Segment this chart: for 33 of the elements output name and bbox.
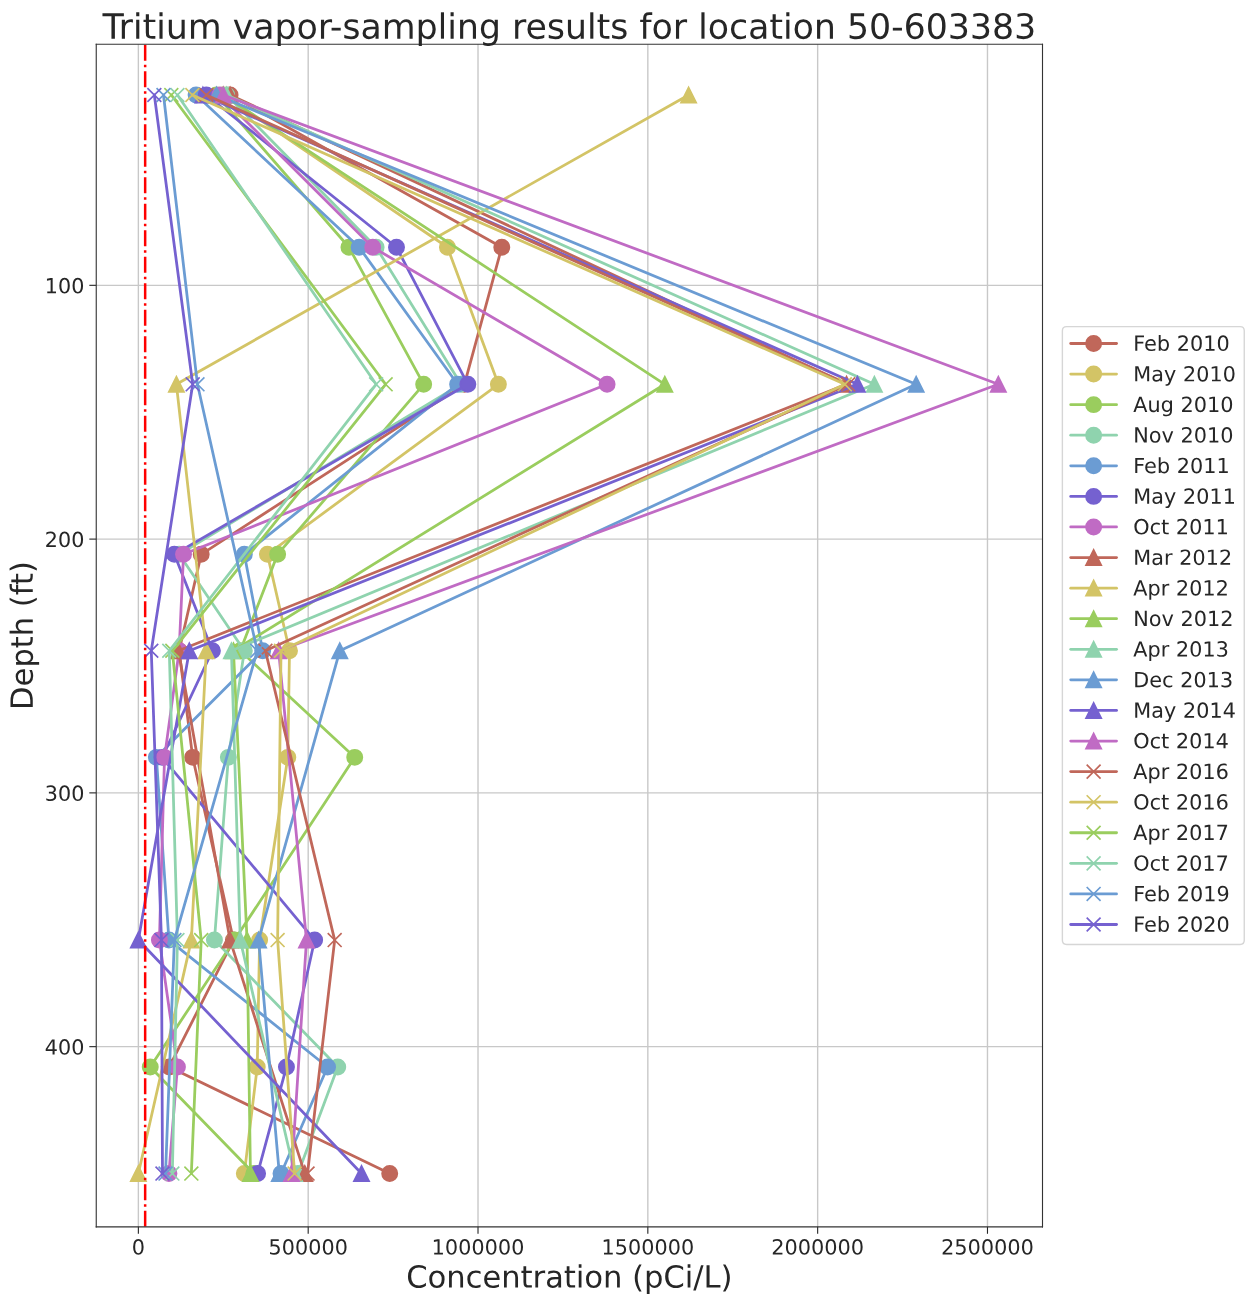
legend-label: Oct 2014 bbox=[1134, 732, 1228, 749]
x-tick-label: 1500000 bbox=[603, 1239, 693, 1255]
legend-label: Apr 2013 bbox=[1133, 641, 1228, 661]
legend-label: Nov 2012 bbox=[1135, 610, 1232, 627]
x-tick-label: 2000000 bbox=[772, 1239, 863, 1255]
legend-label: Feb 2010 bbox=[1135, 334, 1229, 352]
y-axis-title: Depth (ft) bbox=[9, 563, 40, 707]
legend-label: Oct 2016 bbox=[1134, 794, 1228, 810]
legend-label: May 2014 bbox=[1135, 702, 1235, 723]
y-tick-label: 100 bbox=[46, 277, 84, 294]
chart-title: Tritium vapor-sampling results for location 50-603383 bbox=[102, 12, 1034, 46]
legend-label: Feb 2019 bbox=[1135, 885, 1229, 902]
legend-label: Feb 2011 bbox=[1135, 457, 1228, 474]
x-axis-title: Concentration (pCi/L) bbox=[407, 1264, 730, 1294]
x-tick-label: 500000 bbox=[270, 1239, 347, 1255]
y-tick-label: 300 bbox=[46, 785, 84, 802]
x-tick-label: 2500000 bbox=[942, 1239, 1033, 1255]
legend-label: Apr 2017 bbox=[1133, 824, 1228, 845]
y-tick-label: 200 bbox=[46, 531, 84, 548]
legend-label: Feb 2020 bbox=[1135, 915, 1229, 933]
legend-label: Dec 2013 bbox=[1135, 671, 1232, 688]
x-tick-label: 0 bbox=[133, 1239, 144, 1255]
x-tick-label: 1000000 bbox=[433, 1239, 524, 1255]
legend-label: Oct 2011 bbox=[1134, 518, 1227, 535]
legend-label: Oct 2017 bbox=[1134, 855, 1228, 871]
legend-label: Mar 2012 bbox=[1135, 549, 1231, 566]
legend-label: Apr 2016 bbox=[1133, 763, 1228, 784]
legend-label: Nov 2010 bbox=[1135, 427, 1233, 443]
legend-label: Aug 2010 bbox=[1133, 396, 1233, 417]
y-tick-label: 400 bbox=[45, 1039, 84, 1055]
legend-label: May 2011 bbox=[1135, 488, 1234, 509]
legend-label: May 2010 bbox=[1135, 365, 1235, 386]
legend-label: Apr 2012 bbox=[1133, 579, 1227, 600]
